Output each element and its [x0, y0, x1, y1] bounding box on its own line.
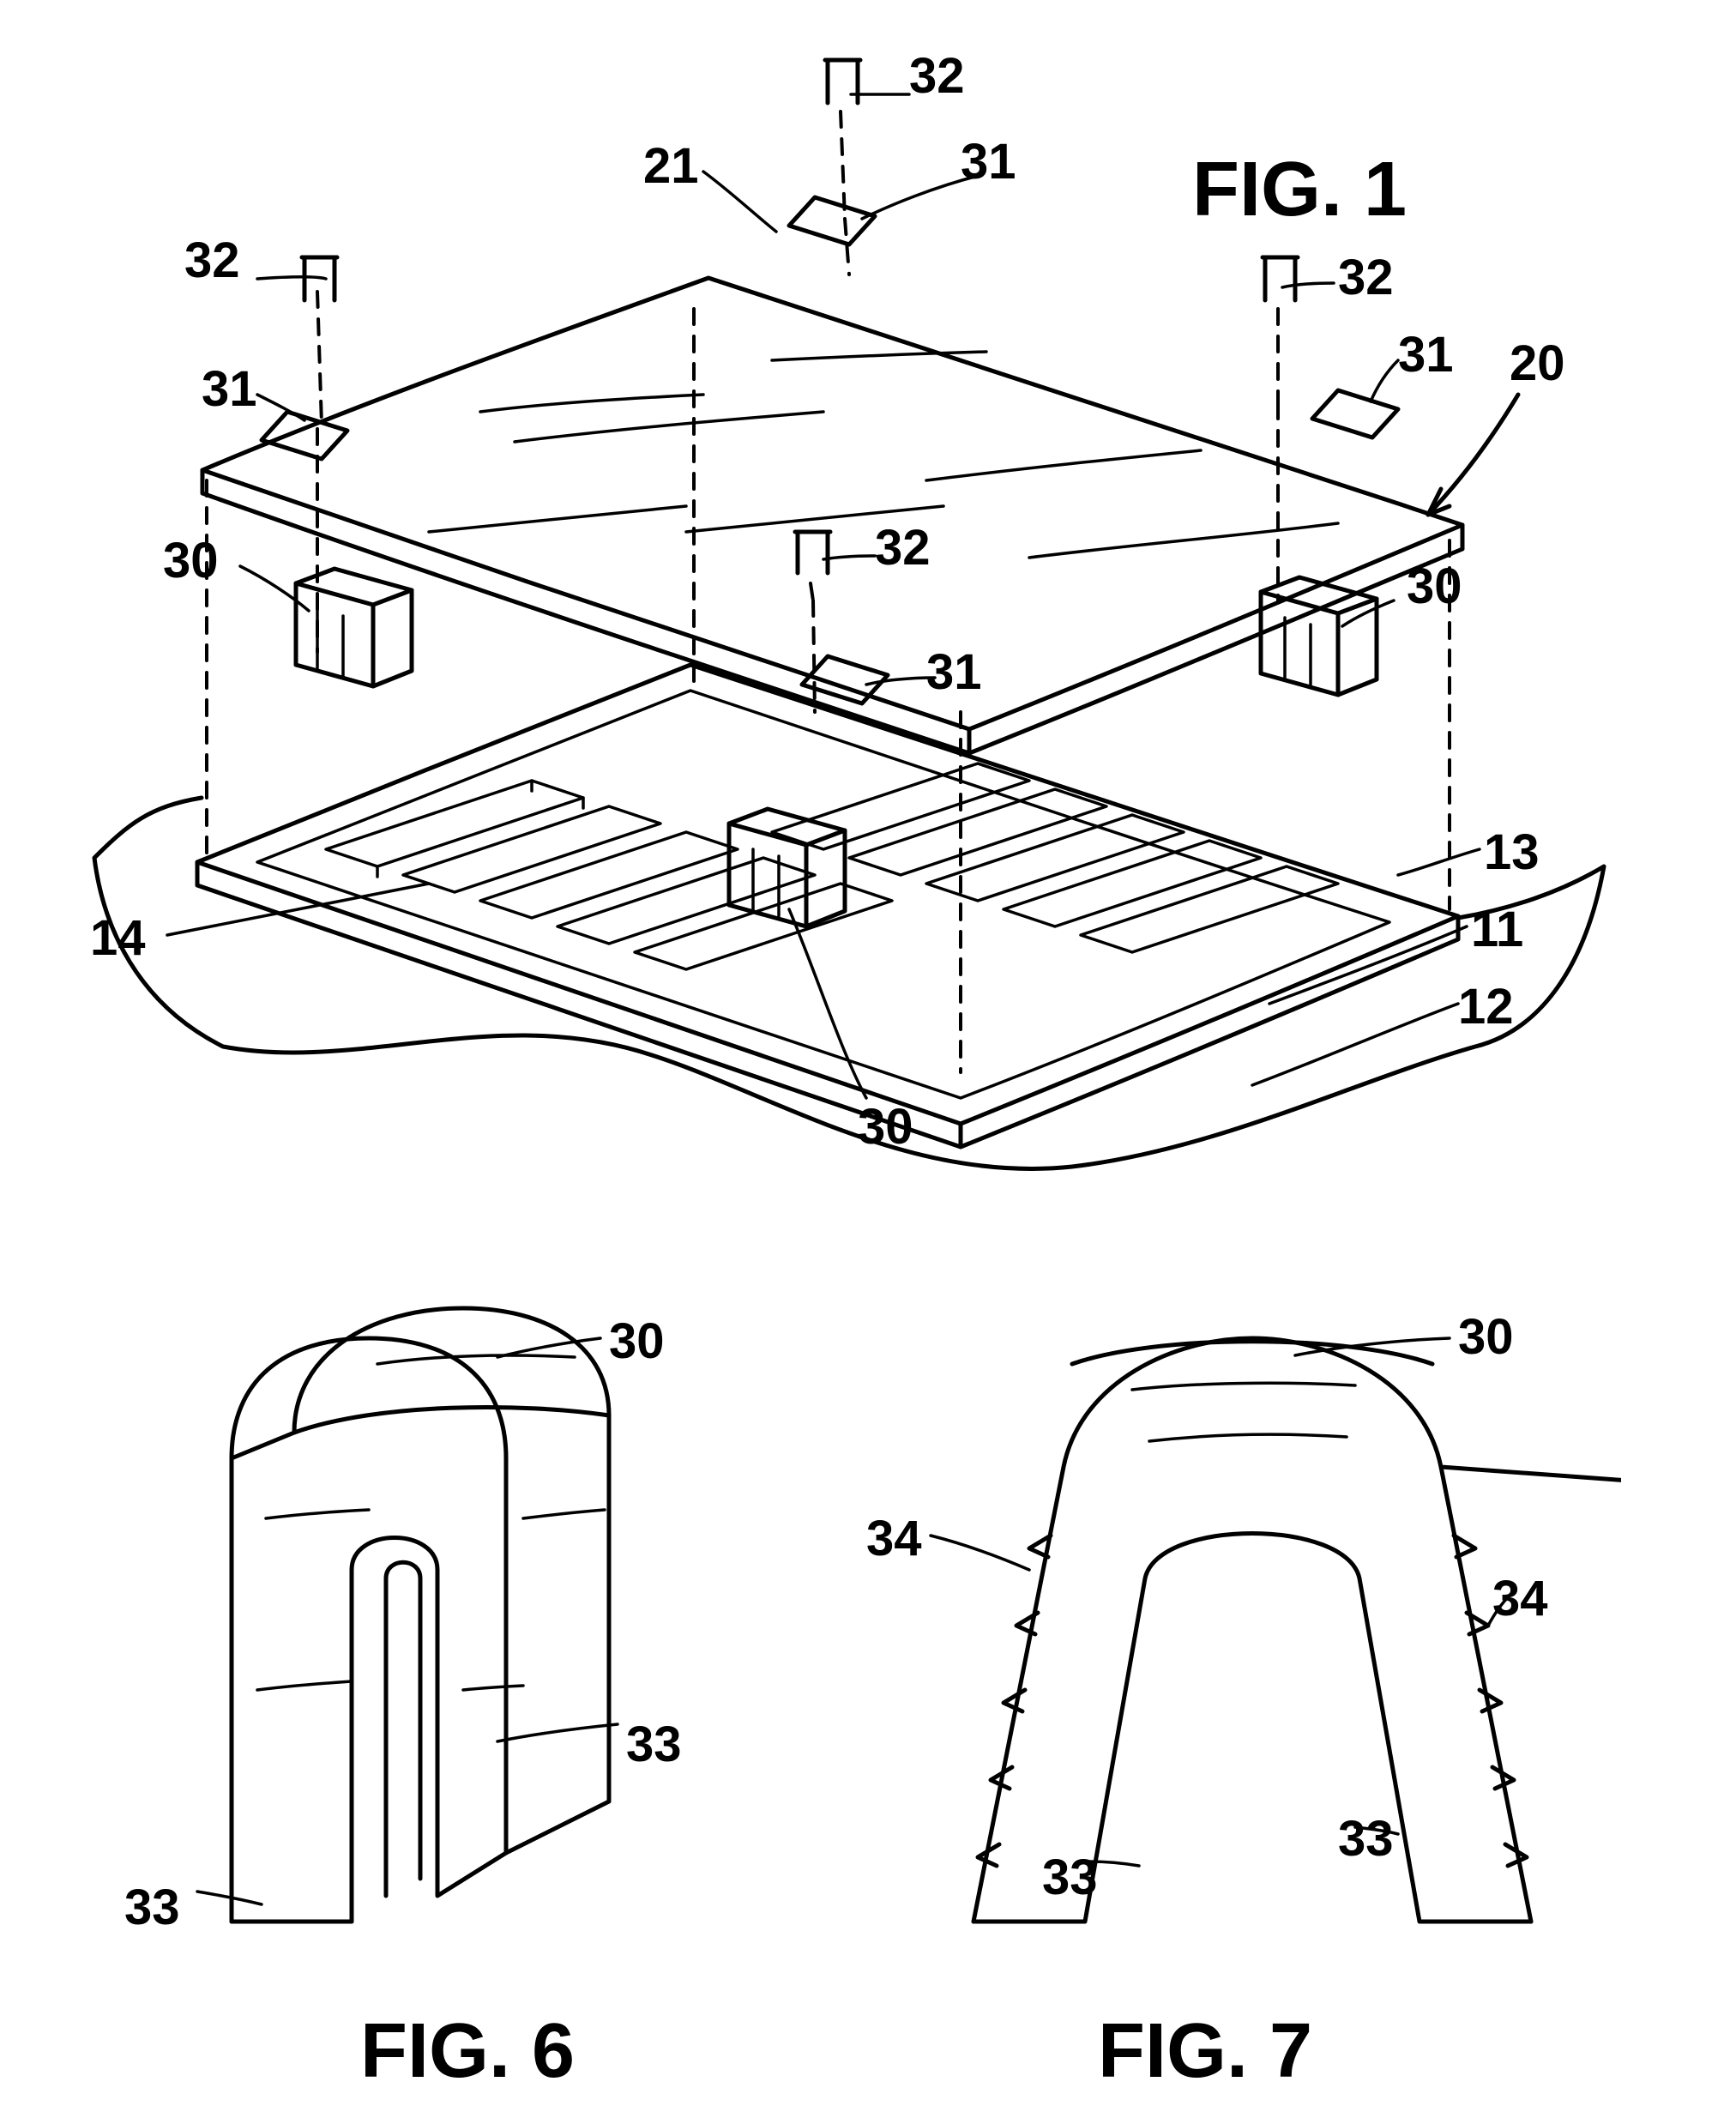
fig7-label-30: 30 [1458, 1308, 1514, 1366]
fig6-label-33b: 33 [626, 1716, 682, 1773]
label-31-b: 31 [202, 360, 257, 418]
label-30-a: 30 [163, 532, 219, 589]
fig7-label-34a: 34 [866, 1510, 922, 1567]
fig6-leaders [94, 1261, 866, 2033]
grate-slots [326, 763, 1338, 969]
pad-31-group [262, 197, 1398, 703]
label-32-d: 32 [875, 519, 931, 576]
label-31-c: 31 [1398, 326, 1454, 383]
label-21: 21 [643, 137, 699, 195]
fig7-title: FIG. 7 [1098, 2007, 1312, 2096]
fig7-label-33b: 33 [1338, 1810, 1394, 1868]
fig1-drawing [0, 0, 1736, 1218]
fig6-label-33a: 33 [124, 1879, 180, 1936]
label-32-b: 32 [184, 232, 240, 289]
fig7-label-34b: 34 [1492, 1570, 1548, 1627]
label-31-a: 31 [961, 133, 1016, 190]
label-30-c: 30 [858, 1098, 913, 1156]
fig6-title: FIG. 6 [360, 2007, 575, 2096]
label-30-b: 30 [1407, 558, 1462, 615]
fig1-title: FIG. 1 [1192, 146, 1407, 234]
clip-32-group [302, 60, 1298, 573]
fig6-label-30: 30 [609, 1312, 665, 1370]
label-12: 12 [1458, 978, 1514, 1035]
label-32-c: 32 [1338, 249, 1394, 306]
label-31-d: 31 [926, 643, 982, 701]
patent-drawing-page: FIG. 1 20 21 31 31 31 31 32 32 32 32 30 … [0, 0, 1736, 2118]
label-11: 11 [1471, 901, 1523, 958]
label-14: 14 [90, 909, 146, 967]
label-32-a: 32 [909, 47, 965, 105]
fig7-leaders [849, 1261, 1621, 2033]
label-13: 13 [1484, 824, 1540, 881]
label-20: 20 [1510, 335, 1565, 392]
fig7-label-33a: 33 [1042, 1849, 1098, 1906]
